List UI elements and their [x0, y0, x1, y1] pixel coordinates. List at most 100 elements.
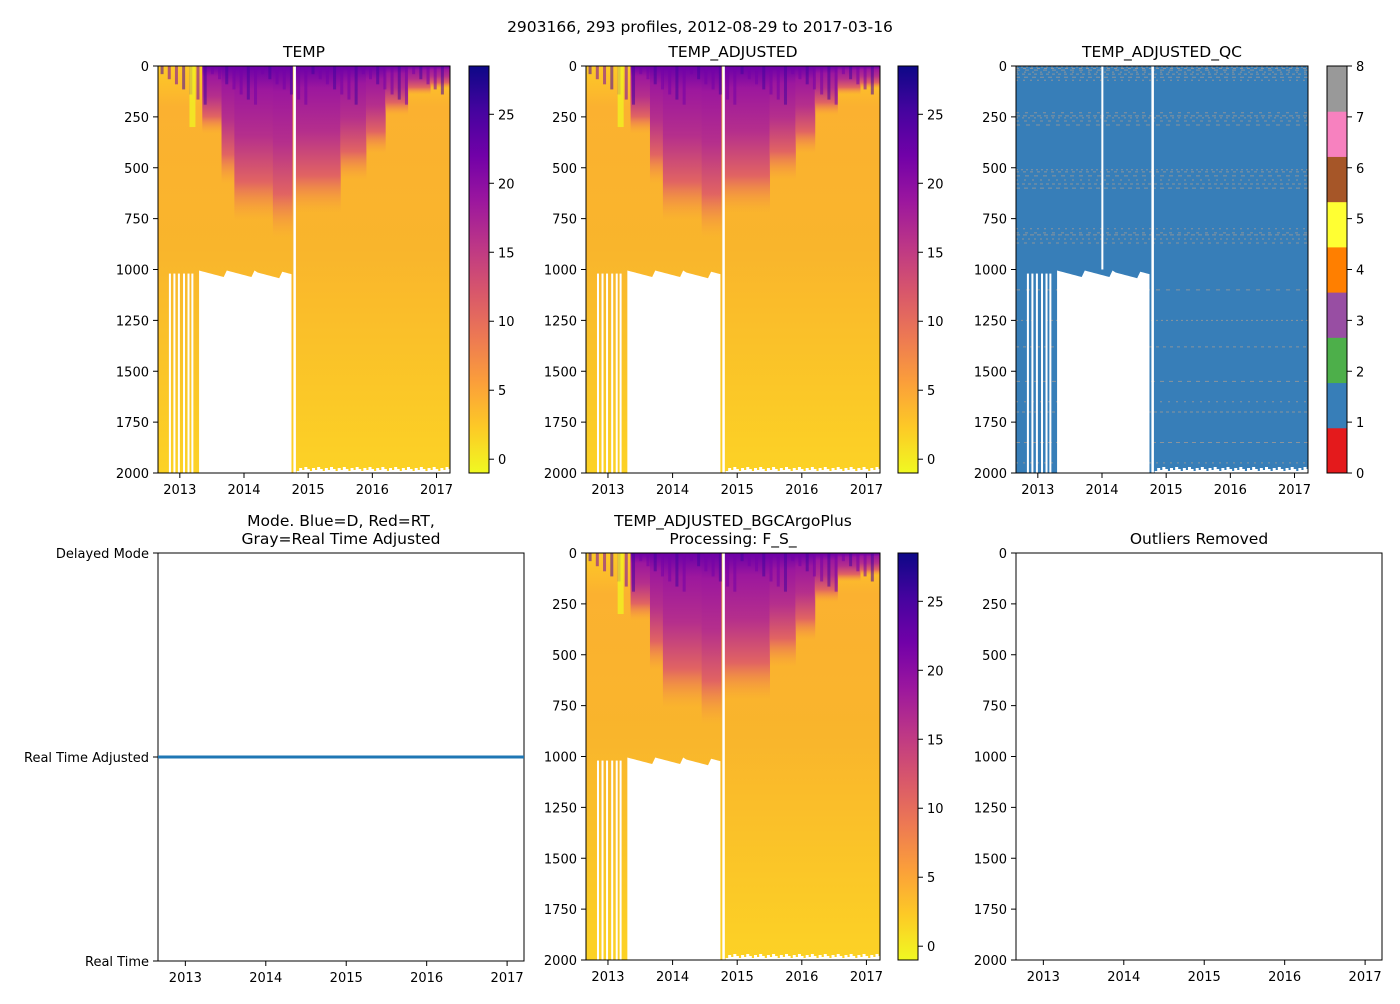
missing-data-stripe — [1031, 273, 1034, 473]
surface-warm-streak — [311, 66, 315, 75]
y-tick-label: 1750 — [544, 416, 577, 431]
y-tick-label: 750 — [124, 213, 149, 228]
colorbar-tick-label: 25 — [498, 108, 515, 123]
surface-warm-streak — [397, 66, 401, 100]
surface-warm-streak — [289, 66, 293, 95]
bottom-gap — [1185, 470, 1189, 473]
panel-title-line: Gray=Real Time Adjusted — [241, 530, 440, 548]
x-tick-label: 2016 — [1214, 483, 1247, 498]
surface-warm-streak — [675, 553, 679, 587]
surface-warm-streak — [668, 66, 672, 95]
bottom-gap — [1249, 470, 1253, 473]
bottom-gap — [777, 958, 781, 960]
colorbar-tick-label: 20 — [927, 177, 944, 192]
surface-warm-streak — [361, 66, 365, 75]
bottom-gap — [345, 469, 349, 473]
bottom-gap — [746, 954, 750, 960]
colorbar-tick-label: 15 — [927, 246, 944, 261]
surface-warm-streak — [718, 553, 722, 582]
bottom-gap — [296, 471, 300, 473]
surface-warm-streak — [856, 66, 860, 85]
bottom-gap — [412, 471, 416, 473]
surface-warm-streak — [726, 553, 730, 587]
qc-colorbar-segment — [1327, 66, 1347, 112]
surface-warm-streak — [863, 66, 867, 90]
surface-warm-streak — [196, 66, 200, 100]
panel-title: TEMP — [282, 43, 325, 61]
warm-layer-band — [649, 66, 664, 185]
y-tick-label: 750 — [552, 700, 577, 715]
bottom-gap — [360, 471, 364, 473]
bottom-gap — [836, 467, 840, 473]
bottom-gap — [844, 468, 848, 473]
bottom-gap — [810, 954, 814, 960]
qc-colorbar-segment — [1327, 111, 1347, 157]
surface-warm-streak — [297, 66, 301, 100]
bottom-gap — [419, 467, 423, 473]
bottom-gap — [844, 955, 848, 960]
bottom-gap — [818, 468, 822, 473]
bottom-gap — [828, 958, 832, 960]
surface-warm-streak — [624, 553, 628, 587]
bottom-gap — [1187, 467, 1191, 473]
bottom-gap — [424, 471, 428, 473]
bottom-gap — [368, 467, 372, 473]
bottom-gap — [422, 469, 426, 473]
bottom-gap — [347, 471, 351, 473]
missing-data-stripe — [615, 273, 618, 473]
bottom-gap — [342, 467, 346, 473]
colorbar-tick-label: 15 — [498, 246, 515, 261]
bottom-gap — [862, 954, 866, 960]
surface-warm-streak — [863, 553, 867, 577]
surface-warm-streak — [232, 66, 236, 90]
bottom-gap — [1216, 469, 1220, 473]
surface-warm-streak — [682, 553, 686, 592]
x-tick-label: 2017 — [850, 970, 883, 985]
bottom-gap — [1239, 467, 1243, 473]
bottom-gap — [1231, 471, 1235, 473]
bottom-gap — [435, 469, 439, 473]
bottom-gap — [751, 958, 755, 960]
bottom-gap — [774, 469, 778, 473]
y-tick-label: 1250 — [544, 801, 577, 816]
bottom-gap — [394, 467, 398, 473]
bottom-gap — [440, 468, 444, 473]
bottom-gap — [1205, 471, 1209, 473]
x-tick-label: 2015 — [721, 483, 754, 498]
surface-warm-streak — [820, 66, 824, 95]
bottom-gap — [878, 956, 880, 960]
y-tick-label: 1750 — [974, 903, 1007, 918]
bottom-gap — [1200, 467, 1204, 473]
colorbar-tick-label: 8 — [1356, 60, 1364, 75]
bottom-gap — [306, 469, 310, 473]
colorbar-tick-label: 5 — [927, 384, 935, 399]
missing-data-stripe — [619, 273, 622, 473]
bottom-gap — [852, 469, 856, 473]
warm-layer-band — [365, 66, 386, 154]
bottom-gap — [304, 467, 308, 473]
missing-data-stripe — [173, 273, 176, 473]
y-tick-label: 500 — [552, 162, 577, 177]
bottom-gap — [738, 958, 742, 960]
bottom-gap — [766, 955, 770, 960]
colorbar-tick-label: 10 — [498, 315, 515, 330]
bottom-gap — [386, 471, 390, 473]
y-tick-label: 750 — [982, 700, 1007, 715]
warm-layer-band — [795, 553, 816, 641]
cold-streak — [189, 66, 196, 128]
colorbar-tick-label: 20 — [498, 177, 515, 192]
y-tick-label: 2000 — [544, 954, 577, 969]
heatmap-field — [586, 66, 880, 473]
bottom-gap — [759, 954, 763, 960]
surface-warm-streak — [820, 553, 824, 582]
bottom-gap — [409, 469, 413, 473]
y-tick-label: 1000 — [544, 751, 577, 766]
warm-layer-band — [385, 66, 409, 115]
heatmap-field — [158, 66, 450, 473]
missing-data-stripe — [606, 760, 609, 960]
missing-profile-line — [1151, 66, 1154, 473]
bottom-gap — [417, 470, 421, 473]
y-tick-label: 250 — [552, 111, 577, 126]
bottom-gap — [813, 469, 817, 473]
bottom-gap — [1265, 467, 1269, 473]
